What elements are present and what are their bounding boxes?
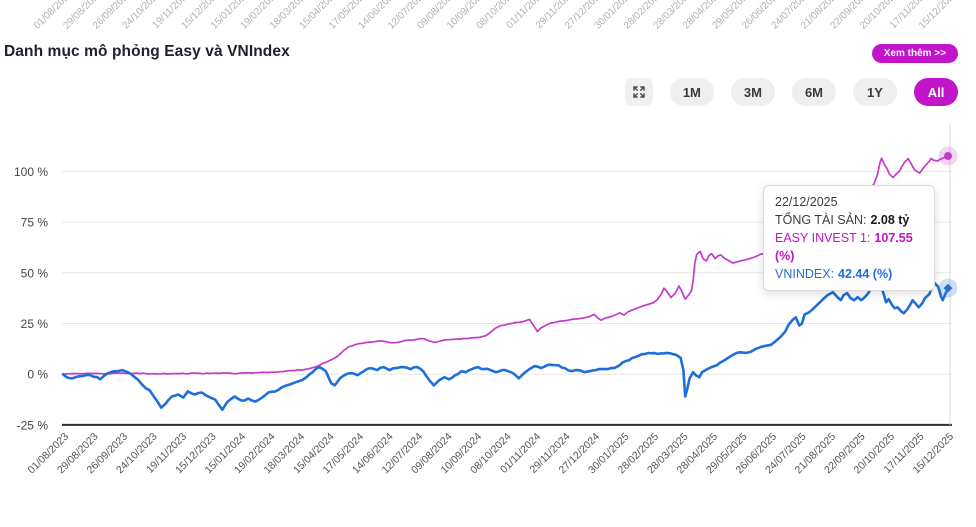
tooltip-easy-invest-label: EASY INVEST 1:: [775, 231, 871, 245]
y-tick-label: -25 %: [17, 418, 49, 432]
tooltip-total-asset-label: TỔNG TÀI SẢN:: [775, 213, 867, 227]
line-chart[interactable]: -25 %0 %25 %50 %75 %100 %01/08/202329/08…: [0, 115, 976, 527]
fullscreen-button[interactable]: [624, 78, 653, 106]
chart-tooltip: 22/12/2025 TỔNG TÀI SẢN: 2.08 tỷ EASY INV…: [763, 185, 935, 291]
y-tick-label: 100 %: [14, 165, 48, 179]
tooltip-vnindex-row: VNINDEX: 42.44 (%): [775, 265, 923, 283]
tooltip-vnindex-value: 42.44 (%): [838, 267, 893, 281]
tooltip-vnindex-label: VNINDEX:: [775, 267, 835, 281]
tooltip-total-asset: TỔNG TÀI SẢN: 2.08 tỷ: [775, 211, 923, 229]
cropped-x-tick-label: 15/12/2025: [917, 0, 960, 32]
see-more-button[interactable]: Xem thêm >>: [871, 44, 958, 63]
tooltip-easy-invest-row: EASY INVEST 1: 107.55 (%): [775, 229, 923, 265]
page-title: Danh mục mô phỏng Easy và VNIndex: [4, 43, 290, 60]
range-button-group: 1M 3M 6M 1Y All: [669, 78, 958, 106]
cropped-upper-axis-labels: 01/08/2023 29/08/2023 26/09/2023 24/10/2023…: [0, 0, 976, 32]
range-button-6m[interactable]: 6M: [791, 78, 836, 106]
series-line-vnindex: [61, 279, 950, 411]
tooltip-total-asset-value: 2.08 tỷ: [870, 213, 910, 227]
range-toolbar: 1M 3M 6M 1Y All: [624, 78, 958, 106]
upper-axis-svg: 01/08/202329/08/202326/09/202324/10/2023…: [32, 0, 960, 32]
y-tick-label: 50 %: [21, 266, 49, 280]
expand-arrows-icon: [633, 86, 645, 98]
y-tick-label: 0 %: [27, 368, 48, 382]
tooltip-easy-invest-value: 107.55 (%): [775, 231, 913, 263]
y-tick-label: 25 %: [21, 317, 49, 331]
range-button-1y[interactable]: 1Y: [853, 78, 897, 106]
series-end-marker-diamond: [943, 283, 953, 293]
range-button-3m[interactable]: 3M: [730, 78, 775, 106]
chart-area: -25 % 0 % 25 % 50 % 75 % 100 % 01/08/2023 29/08…: [0, 115, 976, 527]
y-tick-label: 75 %: [21, 216, 49, 230]
range-button-1m[interactable]: 1M: [669, 78, 714, 106]
series-end-marker-circle: [944, 152, 952, 161]
tooltip-date: 22/12/2025: [775, 195, 838, 209]
range-button-all[interactable]: All: [914, 78, 958, 106]
